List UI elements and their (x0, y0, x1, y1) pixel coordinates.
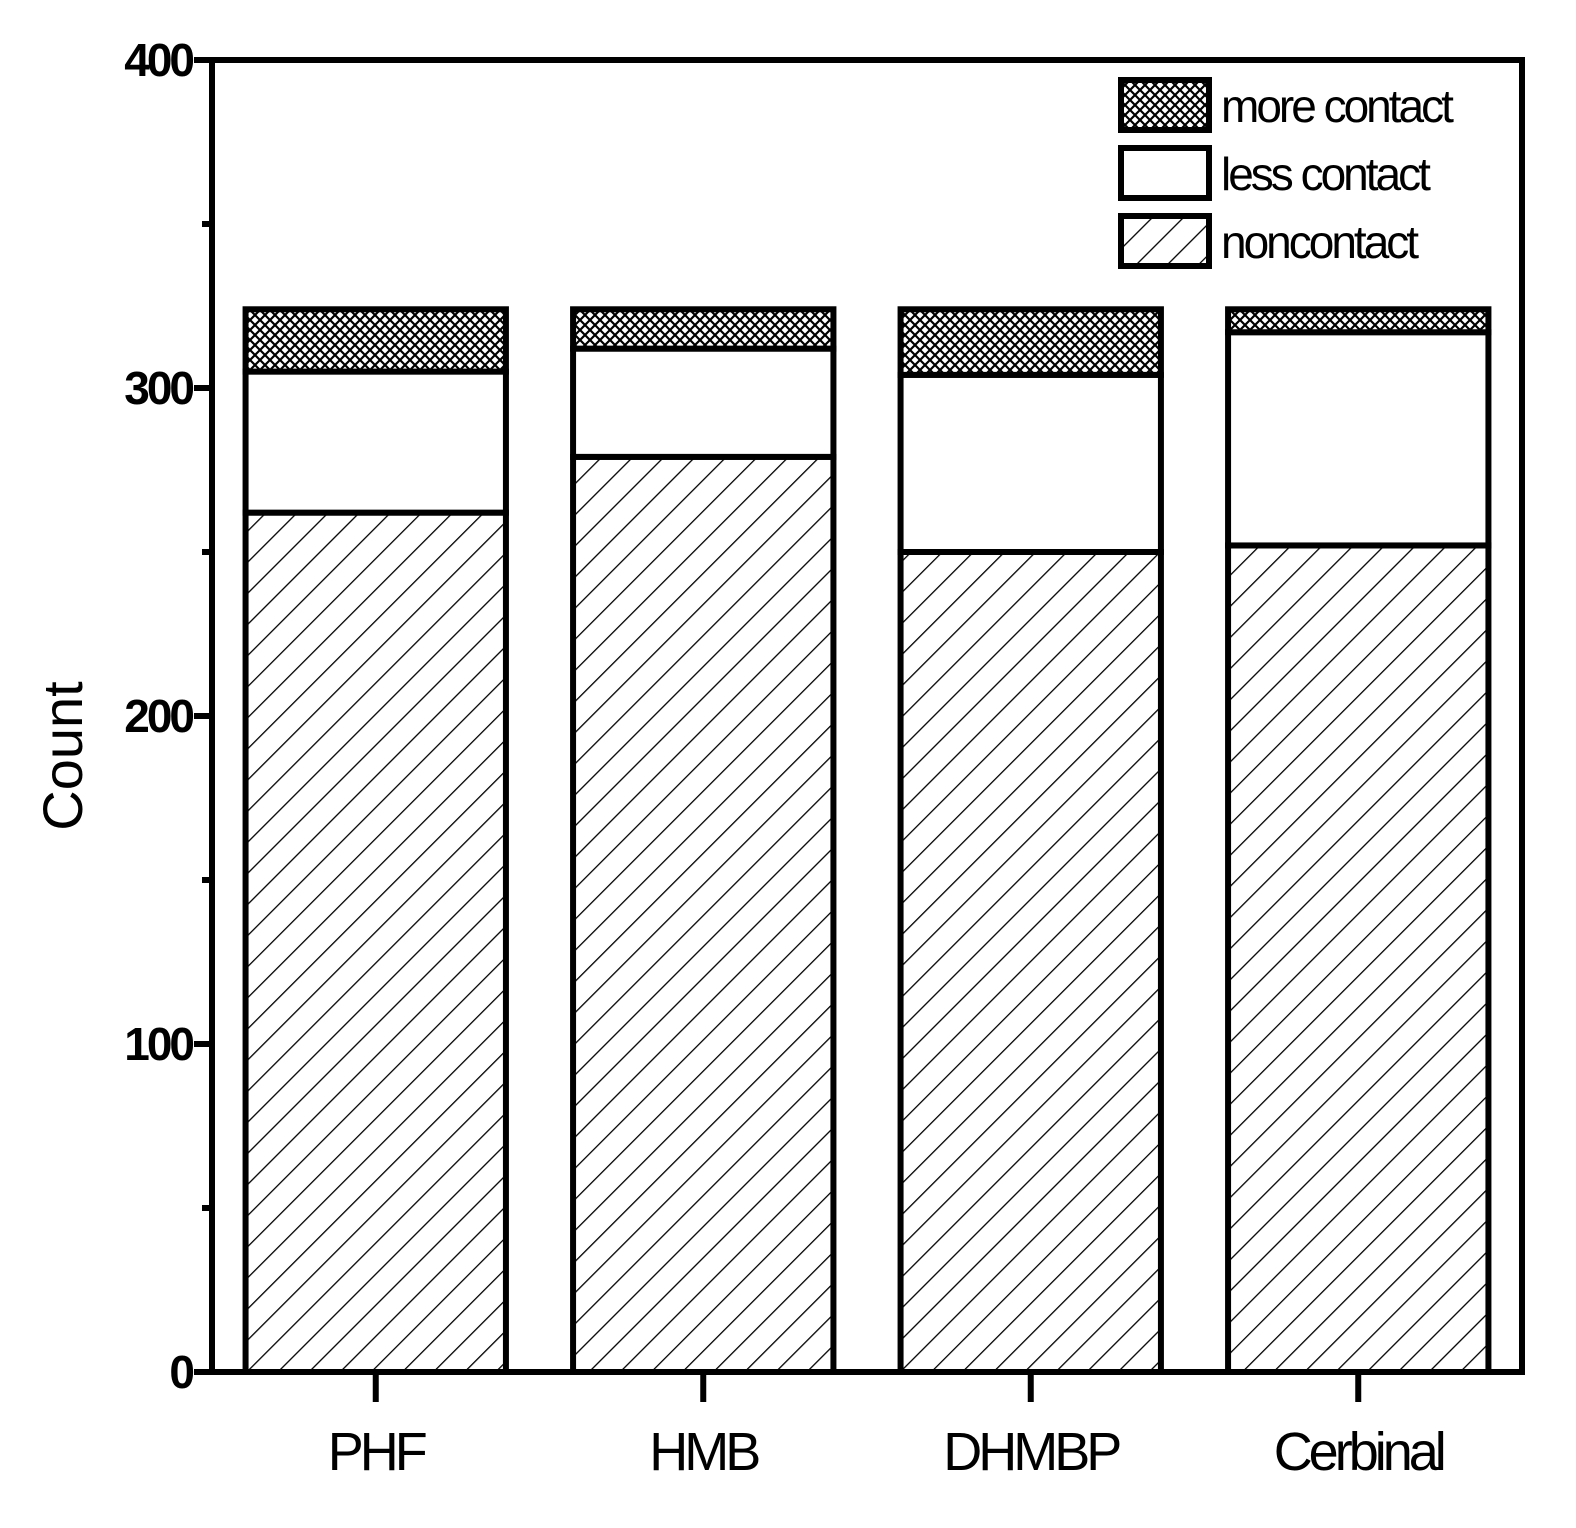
x-tick-label: Cerbinal (1274, 1422, 1444, 1482)
legend-label-less-contact: less contact (1221, 148, 1431, 200)
x-tick-label: PHF (328, 1422, 426, 1482)
y-tick-label: 100 (124, 1018, 193, 1070)
x-tick-label: HMB (649, 1422, 759, 1482)
bars-layer (242, 306, 1492, 1375)
legend-label-more-contact: more contact (1221, 80, 1454, 132)
legend-swatch-more-contact (1118, 77, 1212, 133)
bar-phf-less-contact (242, 368, 509, 516)
legend: more contact less contact noncontact (1118, 77, 1457, 269)
bar-cerbinal-more-contact (1225, 306, 1492, 336)
bar-cerbinal-less-contact (1225, 329, 1492, 549)
y-tick-label: 300 (124, 362, 193, 414)
y-tick-label: 400 (124, 34, 193, 86)
bar-dhmbp-noncontact (897, 549, 1164, 1375)
y-tick-label: 200 (124, 690, 193, 742)
legend-label-noncontact: noncontact (1221, 216, 1419, 268)
y-axis: 0 100 200 300 400 (124, 34, 212, 1398)
bar-hmb-less-contact (570, 345, 837, 460)
bar-dhmbp-less-contact (897, 371, 1164, 555)
y-tick-label: 0 (169, 1346, 193, 1398)
bar-phf-more-contact (242, 306, 509, 375)
x-axis: PHF HMB DHMBP Cerbinal (328, 1372, 1448, 1482)
y-axis-title: Count (31, 681, 94, 831)
legend-swatch-less-contact (1118, 145, 1212, 201)
bar-hmb-noncontact (570, 453, 837, 1375)
x-tick-label: DHMBP (943, 1422, 1120, 1482)
bar-phf-noncontact (242, 509, 509, 1375)
bar-dhmbp-more-contact (897, 306, 1164, 378)
legend-swatch-noncontact (1118, 213, 1212, 269)
bar-hmb-more-contact (570, 306, 837, 352)
bar-cerbinal-noncontact (1225, 542, 1492, 1375)
